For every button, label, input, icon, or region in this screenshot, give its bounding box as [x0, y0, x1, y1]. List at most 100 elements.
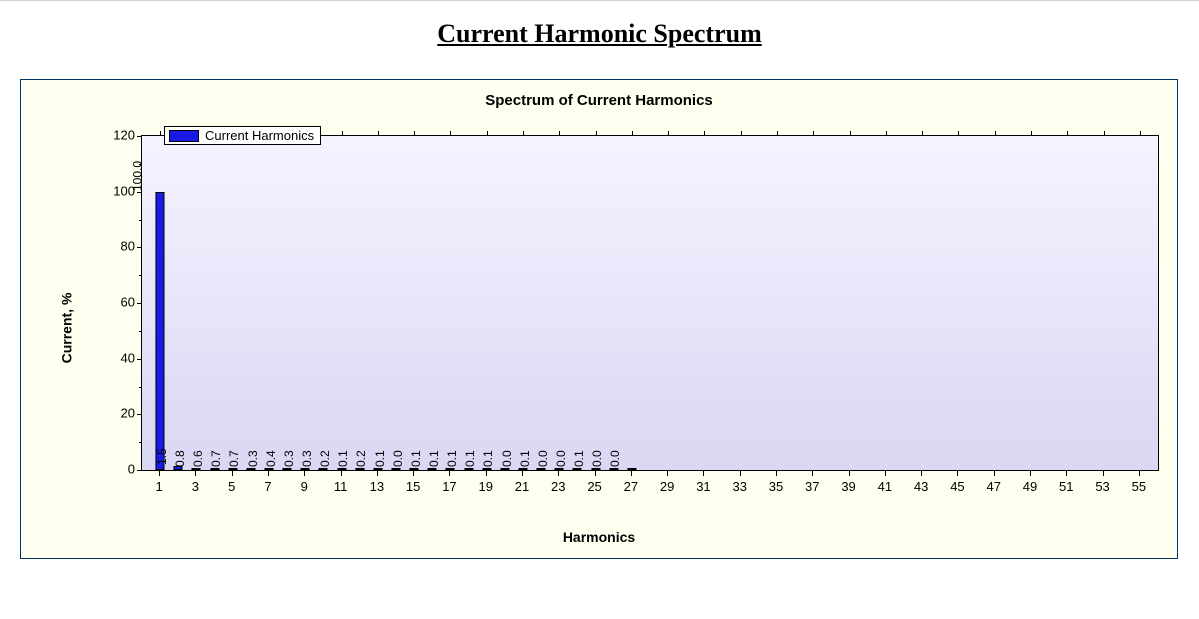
- y-tick-minor: [139, 442, 142, 443]
- legend: Current Harmonics: [164, 126, 321, 145]
- x-tick-top: [414, 131, 415, 136]
- y-tick-label: 20: [121, 406, 135, 421]
- x-tick-mark: [631, 471, 632, 476]
- x-tick-top: [342, 131, 343, 136]
- x-tick-label: 39: [841, 479, 855, 494]
- legend-swatch: [169, 130, 199, 142]
- bar: 0.0: [627, 468, 636, 470]
- x-tick-top: [995, 131, 996, 136]
- x-tick-label: 41: [878, 479, 892, 494]
- bar-label: 0.3: [246, 450, 260, 469]
- x-tick-label: 55: [1132, 479, 1146, 494]
- x-tick-label: 25: [587, 479, 601, 494]
- x-tick-mark: [1139, 471, 1140, 476]
- x-tick-top: [596, 131, 597, 136]
- x-tick-top: [922, 131, 923, 136]
- x-tick-mark: [377, 471, 378, 476]
- x-tick-mark: [486, 471, 487, 476]
- bar-label: 0.2: [318, 450, 332, 469]
- bar-label: 0.0: [391, 450, 405, 469]
- page-title: Current Harmonic Spectrum: [20, 19, 1179, 49]
- x-tick-top: [378, 131, 379, 136]
- x-tick-top: [450, 131, 451, 136]
- bar: 100.0: [156, 192, 165, 470]
- y-tick-minor: [139, 387, 142, 388]
- x-tick-label: 35: [769, 479, 783, 494]
- x-tick-label: 43: [914, 479, 928, 494]
- x-tick-mark: [703, 471, 704, 476]
- x-tick-top: [487, 131, 488, 136]
- y-tick-minor: [139, 331, 142, 332]
- x-tick-mark: [449, 471, 450, 476]
- x-tick-mark: [1030, 471, 1031, 476]
- x-tick-mark: [957, 471, 958, 476]
- y-tick-label: 60: [121, 295, 135, 310]
- x-tick-mark: [232, 471, 233, 476]
- bar-label: 0.0: [500, 450, 514, 469]
- x-tick-top: [523, 131, 524, 136]
- page-root: Current Harmonic Spectrum Spectrum of Cu…: [0, 0, 1199, 619]
- x-tick-label: 31: [696, 479, 710, 494]
- x-tick-label: 51: [1059, 479, 1073, 494]
- x-tick-top: [813, 131, 814, 136]
- chart-title: Spectrum of Current Harmonics: [37, 92, 1161, 109]
- x-tick-mark: [776, 471, 777, 476]
- bar-label: 0.2: [355, 450, 369, 469]
- y-axis-label: Current, %: [58, 293, 74, 364]
- x-tick-label: 21: [515, 479, 529, 494]
- x-tick-mark: [740, 471, 741, 476]
- y-tick-label: 80: [121, 239, 135, 254]
- x-tick-label: 7: [264, 479, 271, 494]
- x-tick-top: [704, 131, 705, 136]
- y-tick-mark: [137, 136, 142, 137]
- x-tick-top: [1031, 131, 1032, 136]
- y-tick-label: 40: [121, 350, 135, 365]
- x-tick-label: 45: [950, 479, 964, 494]
- x-tick-label: 3: [192, 479, 199, 494]
- x-tick-top: [1104, 131, 1105, 136]
- x-tick-label: 37: [805, 479, 819, 494]
- x-tick-mark: [268, 471, 269, 476]
- x-tick-label: 33: [732, 479, 746, 494]
- x-tick-label: 23: [551, 479, 565, 494]
- x-tick-label: 17: [442, 479, 456, 494]
- x-tick-label: 11: [334, 479, 348, 494]
- chart-panel: Spectrum of Current Harmonics Current, %…: [20, 79, 1178, 559]
- bar-label: 0.1: [409, 450, 423, 469]
- bar-label: 0.1: [336, 450, 350, 469]
- y-tick-minor: [139, 275, 142, 276]
- bar-label: 0.7: [228, 450, 242, 469]
- x-tick-label: 15: [406, 479, 420, 494]
- x-tick-label: 1: [156, 479, 163, 494]
- x-tick-label: 19: [478, 479, 492, 494]
- x-tick-mark: [667, 471, 668, 476]
- x-tick-top: [1140, 131, 1141, 136]
- x-tick-top: [1067, 131, 1068, 136]
- chart-body: Current, % 020406080100120 Current Harmo…: [37, 113, 1161, 543]
- bar-label: 0.0: [590, 450, 604, 469]
- x-tick-top: [886, 131, 887, 136]
- x-tick-label: 5: [228, 479, 235, 494]
- x-tick-top: [741, 131, 742, 136]
- bar-label: 0.1: [445, 450, 459, 469]
- x-tick-top: [850, 131, 851, 136]
- x-tick-mark: [921, 471, 922, 476]
- bar-label: 0.3: [300, 450, 314, 469]
- x-tick-top: [559, 131, 560, 136]
- x-tick-mark: [994, 471, 995, 476]
- x-tick-mark: [1103, 471, 1104, 476]
- x-tick-mark: [195, 471, 196, 476]
- bar-label: 0.0: [554, 450, 568, 469]
- x-tick-top: [160, 131, 161, 136]
- x-tick-mark: [304, 471, 305, 476]
- plot-wrap: 020406080100120 Current Harmonics 100.01…: [107, 123, 1159, 499]
- bar-label: 0.1: [572, 450, 586, 469]
- x-tick-label: 13: [370, 479, 384, 494]
- bar-label: 1.5: [155, 448, 169, 467]
- bar-label: 0.0: [536, 450, 550, 469]
- x-tick-mark: [885, 471, 886, 476]
- x-tick-top: [777, 131, 778, 136]
- bar-label: 100.0: [130, 161, 144, 193]
- x-tick-mark: [1066, 471, 1067, 476]
- bar-label: 0.7: [209, 450, 223, 469]
